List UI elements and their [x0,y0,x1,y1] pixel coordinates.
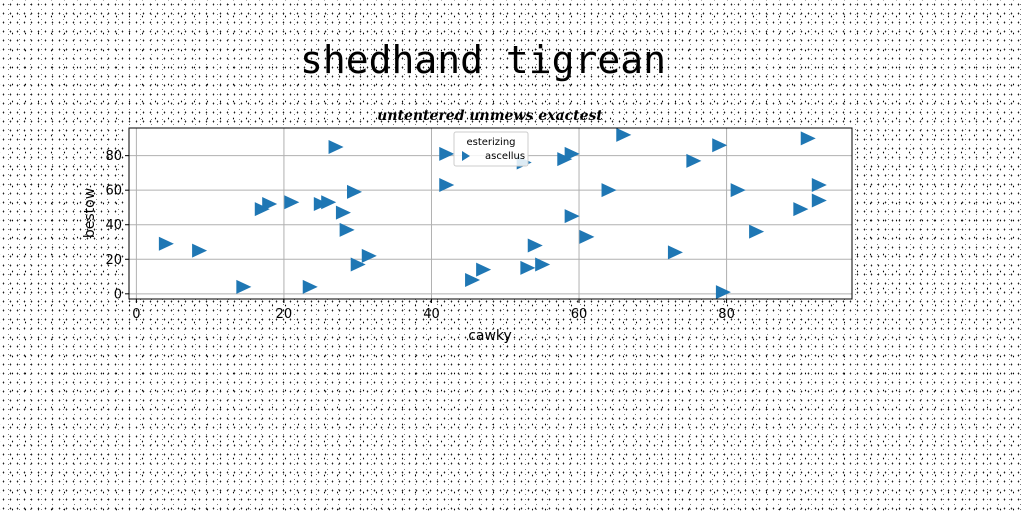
data-point [579,229,595,244]
x-axis-label: cawky [468,328,512,344]
y-ticks: 0 20 40 60 80 [105,149,129,302]
data-point [328,140,344,154]
data-point [302,279,318,294]
y-axis-label: bestow [82,188,98,238]
data-point [793,202,809,217]
data-point [601,183,617,198]
x-tick-label: 40 [423,307,440,322]
data-point [730,183,746,198]
data-points [158,127,827,300]
data-point [439,146,455,161]
legend: esterizing ascellus [453,131,529,167]
data-point [749,224,765,239]
data-point [811,178,827,192]
y-tick-label: 80 [105,149,122,164]
data-point [236,279,252,294]
data-point [667,245,683,260]
data-point [339,222,355,237]
data-point [800,131,816,146]
data-point [811,193,827,208]
legend-title: esterizing [466,137,515,148]
x-tick-label: 0 [132,307,140,322]
data-point [335,205,351,220]
data-point [347,184,363,199]
x-ticks: 0 20 40 60 80 [132,299,735,322]
y-tick-label: 20 [105,253,122,268]
figure-title: shedhand tigrean [300,38,667,82]
plot-area-frame [128,127,853,300]
x-tick-label: 20 [276,307,293,322]
data-point [192,243,208,258]
data-point [564,146,580,161]
data-point [564,209,580,224]
data-point [476,262,492,277]
data-point [712,138,728,153]
data-point [284,195,300,210]
y-tick-label: 0 [114,287,122,302]
data-point [686,153,702,168]
data-point [262,197,278,211]
data-point [527,238,543,253]
legend-box [453,131,529,167]
data-point [465,273,481,287]
data-point [715,285,731,300]
x-tick-label: 80 [718,307,735,322]
legend-entry-ascellus: ascellus [485,151,525,162]
y-tick-label: 40 [105,218,122,233]
y-tick-label: 60 [105,184,122,199]
data-point [535,257,551,272]
x-tick-label: 60 [571,307,588,322]
data-point [158,236,174,251]
data-point [350,257,366,272]
legend-marker-ascellus [462,151,470,161]
data-point [616,127,632,142]
data-point [520,260,536,275]
data-point [321,195,337,210]
chart-title: untentered unmews exactest [377,108,603,124]
data-point [361,248,377,263]
data-point [439,178,455,192]
